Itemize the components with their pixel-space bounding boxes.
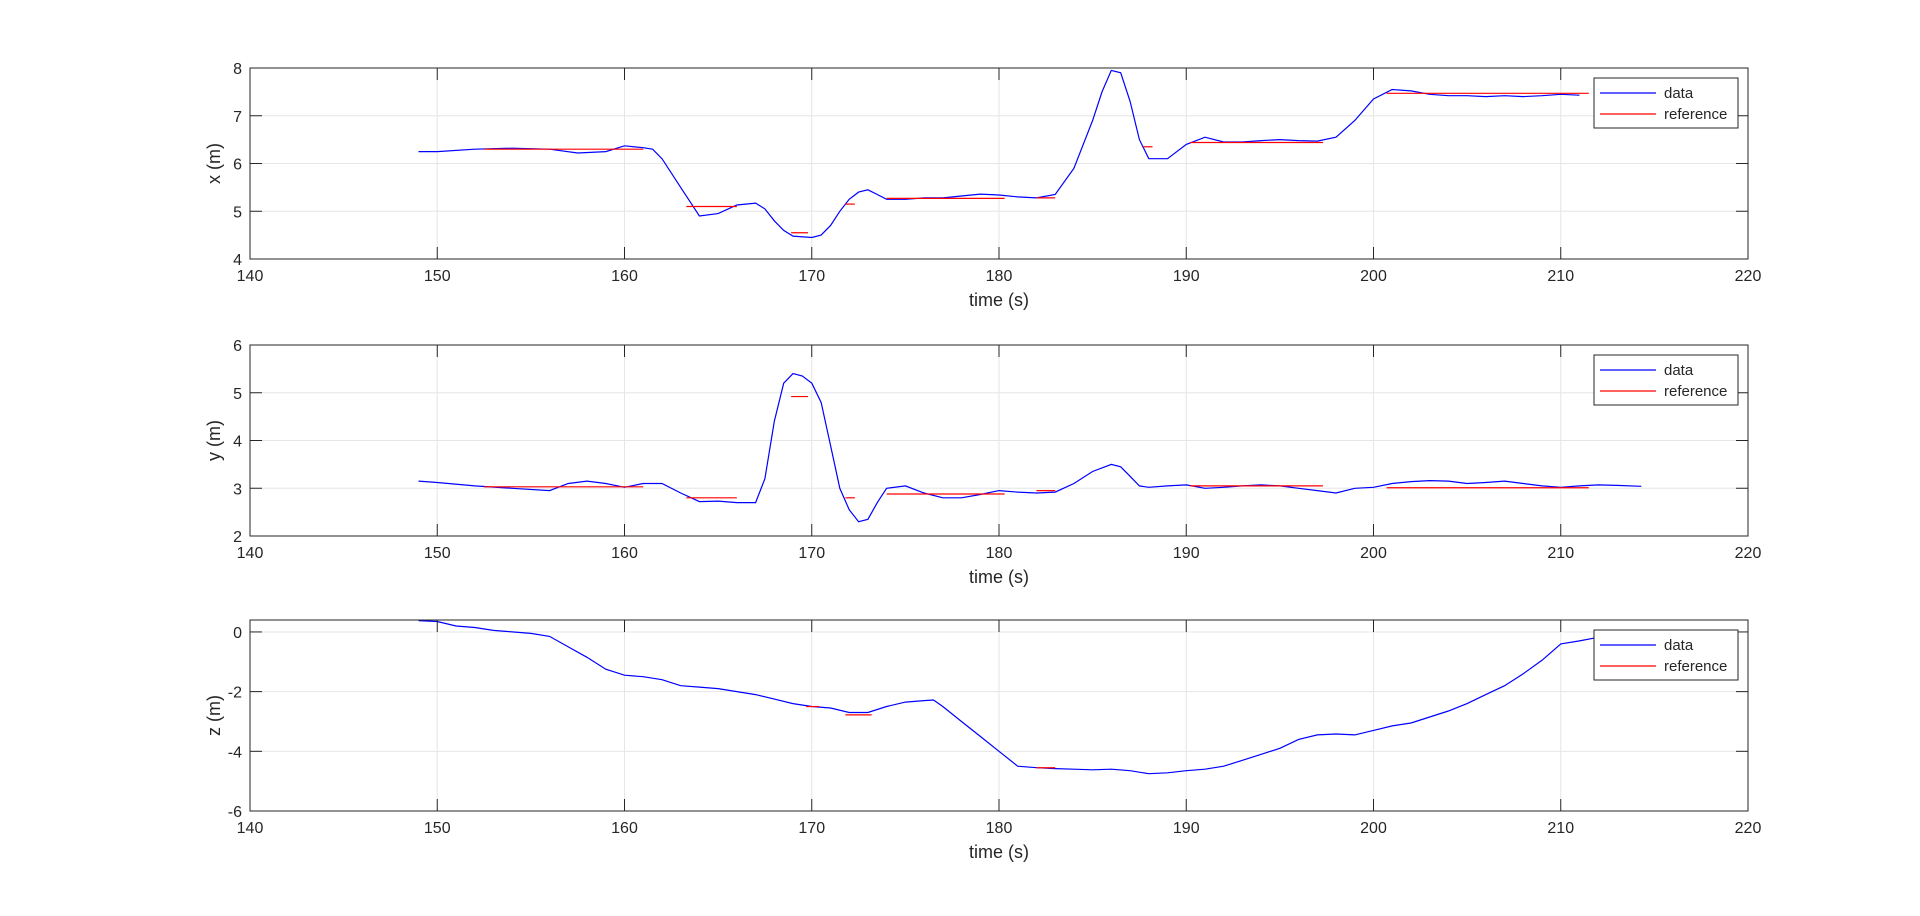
series-data-line: [418, 620, 1642, 775]
y-tick-label: -6: [228, 804, 242, 821]
y-axis-label: x (m): [204, 143, 224, 184]
y-axis-label: y (m): [204, 420, 224, 461]
y-tick-label: -2: [228, 685, 242, 702]
y-tick-label: 3: [233, 481, 242, 498]
legend-box: [1593, 629, 1739, 681]
legend-label-data: data: [1664, 85, 1694, 102]
y-axis-label: z (m): [204, 695, 224, 736]
legend: data reference: [1593, 354, 1739, 406]
x-tick-label: 150: [424, 545, 451, 562]
legend: data reference: [1593, 77, 1739, 129]
plot-panel-1: 140 150 160 170 180 190 200 210 220 4 5 6 7 8 time (s)…: [204, 61, 1761, 310]
x-tick-label: 140: [237, 545, 264, 562]
x-tick-label: 160: [611, 545, 638, 562]
x-tick-label: 190: [1173, 268, 1200, 285]
legend-label-data: data: [1664, 362, 1694, 379]
x-tick-label: 210: [1547, 545, 1574, 562]
x-tick-label: 180: [986, 820, 1013, 837]
x-tick-label: 160: [611, 820, 638, 837]
series-data-line: [418, 372, 1642, 523]
y-tick-label: 2: [233, 529, 242, 546]
x-tick-label: 150: [424, 268, 451, 285]
x-tick-label: 150: [424, 820, 451, 837]
y-tick-label: -4: [228, 744, 242, 761]
x-tick-label: 200: [1360, 820, 1387, 837]
plot-panel-2: 140 150 160 170 180 190 200 210 220 2 3 4 5 6 time (s)…: [204, 338, 1761, 587]
x-axis-label: time (s): [969, 842, 1029, 862]
x-tick-label: 190: [1173, 545, 1200, 562]
x-tick-label: 170: [798, 820, 825, 837]
x-tick-label: 210: [1547, 268, 1574, 285]
legend-label-data: data: [1664, 637, 1694, 654]
x-tick-label: 170: [798, 268, 825, 285]
y-tick-label: 6: [233, 157, 242, 174]
x-tick-label: 160: [611, 268, 638, 285]
y-tick-label: 4: [233, 434, 242, 451]
x-tick-label: 140: [237, 820, 264, 837]
y-tick-label: 5: [233, 204, 242, 221]
legend-label-reference: reference: [1664, 383, 1727, 400]
legend-label-reference: reference: [1664, 106, 1727, 123]
legend: data reference: [1593, 629, 1739, 681]
legend-box: [1593, 77, 1739, 129]
x-tick-label: 220: [1735, 820, 1762, 837]
x-tick-label: 180: [986, 268, 1013, 285]
x-tick-label: 220: [1735, 268, 1762, 285]
x-tick-label: 140: [237, 268, 264, 285]
series-data-line: [418, 69, 1580, 239]
x-tick-label: 190: [1173, 820, 1200, 837]
x-axis-label: time (s): [969, 567, 1029, 587]
x-tick-label: 180: [986, 545, 1013, 562]
y-tick-label: 8: [233, 61, 242, 78]
x-tick-label: 210: [1547, 820, 1574, 837]
x-tick-label: 200: [1360, 545, 1387, 562]
y-tick-label: 0: [233, 625, 242, 642]
y-tick-label: 5: [233, 386, 242, 403]
y-tick-label: 7: [233, 109, 242, 126]
y-tick-label: 4: [233, 252, 242, 269]
legend-box: [1593, 354, 1739, 406]
x-tick-label: 220: [1735, 545, 1762, 562]
legend-label-reference: reference: [1664, 658, 1727, 675]
y-tick-label: 6: [233, 338, 242, 355]
x-tick-label: 170: [798, 545, 825, 562]
x-axis-label: time (s): [969, 290, 1029, 310]
plot-panel-3: 140 150 160 170 180 190 200 210 220 -6 -4 -2 0 time (…: [204, 619, 1762, 862]
x-tick-label: 200: [1360, 268, 1387, 285]
